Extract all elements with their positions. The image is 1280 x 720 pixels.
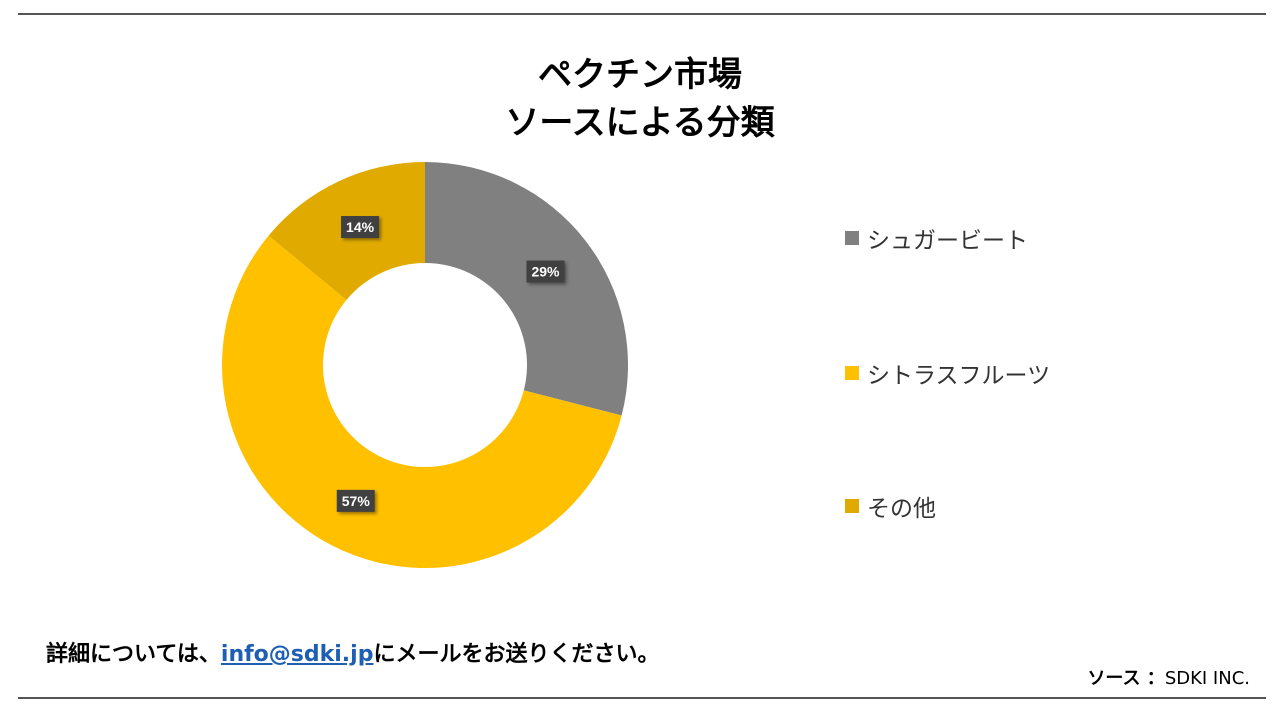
legend-label: シトラスフルーツ xyxy=(867,363,1051,389)
legend-item-sugar-beet: シュガービート xyxy=(845,221,1028,255)
donut-slice-sugar-beet xyxy=(425,162,628,416)
legend-item-other: その他 xyxy=(845,489,936,523)
data-label-box xyxy=(526,260,565,283)
legend-swatch xyxy=(845,231,859,245)
legend-label: その他 xyxy=(867,496,936,522)
legend-swatch xyxy=(845,366,859,380)
source-value: SDKI INC. xyxy=(1164,668,1250,689)
legend-swatch xyxy=(845,499,859,513)
donut-slice-citrus-fruit xyxy=(221,235,622,569)
data-label-other: 14% xyxy=(341,216,380,239)
contact-suffix: にメールをお送りください。 xyxy=(373,642,660,667)
data-label-text: 14% xyxy=(346,219,375,235)
data-label-text: 57% xyxy=(342,493,371,509)
data-label-box xyxy=(336,489,375,512)
chart-title-line1: ペクチン市場 xyxy=(538,55,742,95)
legend-item-citrus-fruit: シトラスフルーツ xyxy=(845,356,1050,390)
chart-title-line2: ソースによる分類 xyxy=(505,103,775,143)
contact-prefix: 詳細については、 xyxy=(46,642,221,667)
data-label-citrus-fruit: 57% xyxy=(336,489,375,512)
source-label: ソース ： xyxy=(1087,668,1165,689)
legend-label: シュガービート xyxy=(867,228,1028,254)
source-credit: ソース ：SDKI INC. xyxy=(1087,664,1250,690)
data-label-box xyxy=(341,216,380,239)
email-link[interactable]: info@sdki.jp xyxy=(220,642,374,667)
bottom-divider xyxy=(18,697,1266,699)
data-label-text: 29% xyxy=(531,264,560,280)
contact-note: 詳細については、info@sdki.jpにメールをお送りください。 xyxy=(46,636,659,668)
data-label-sugar-beet: 29% xyxy=(526,260,565,283)
top-divider xyxy=(18,13,1266,15)
